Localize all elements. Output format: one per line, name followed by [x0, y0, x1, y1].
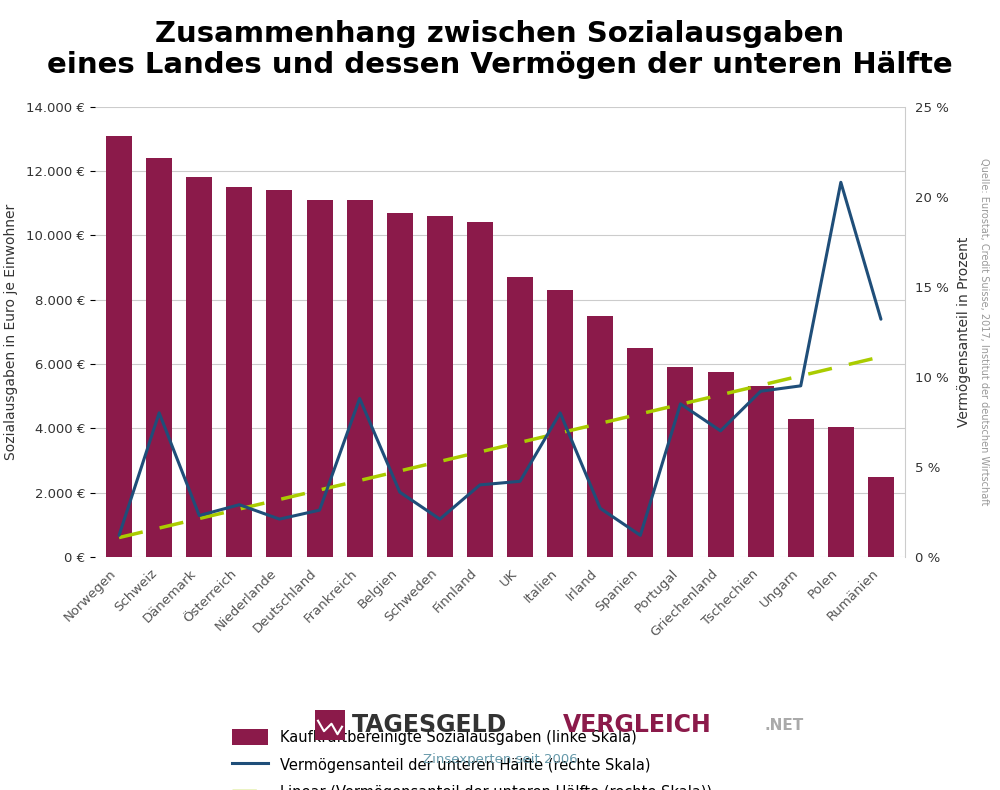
Bar [748, 386, 774, 557]
Bar [467, 223, 493, 557]
Bar [186, 178, 212, 557]
Bar [146, 158, 172, 557]
Legend: Kaufkraftbereinigte Sozialausgaben (linke Skala), Vermögensanteil der unteren Hä: Kaufkraftbereinigte Sozialausgaben (link… [232, 728, 712, 790]
Bar [226, 187, 252, 557]
Bar [547, 290, 573, 557]
Bar [347, 200, 373, 557]
Bar [828, 427, 854, 557]
Bar [587, 316, 613, 557]
Text: Zusammenhang zwischen Sozialausgaben: Zusammenhang zwischen Sozialausgaben [155, 20, 845, 47]
Y-axis label: Sozialausgaben in Euro je Einwohner: Sozialausgaben in Euro je Einwohner [4, 204, 18, 460]
Bar [427, 216, 453, 557]
Bar [307, 200, 333, 557]
Bar [708, 372, 734, 557]
Bar [627, 348, 653, 557]
Text: eines Landes und dessen Vermögen der unteren Hälfte: eines Landes und dessen Vermögen der unt… [47, 51, 953, 79]
Bar [266, 190, 292, 557]
Text: Zinsexperten seit 2006: Zinsexperten seit 2006 [423, 754, 577, 766]
Bar [507, 277, 533, 557]
Bar [868, 476, 894, 557]
Text: TAGESGELD: TAGESGELD [352, 713, 507, 737]
Bar [387, 213, 413, 557]
Y-axis label: Vermögensanteil in Prozent: Vermögensanteil in Prozent [957, 237, 971, 427]
Bar [788, 419, 814, 557]
Bar [106, 136, 132, 557]
Text: Quelle: Eurostat, Credit Suisse, 2017, Institut der deutschen Wirtschaft: Quelle: Eurostat, Credit Suisse, 2017, I… [979, 158, 989, 506]
Bar [667, 367, 693, 557]
Text: VERGLEICH: VERGLEICH [563, 713, 712, 737]
Text: .NET: .NET [765, 718, 804, 732]
